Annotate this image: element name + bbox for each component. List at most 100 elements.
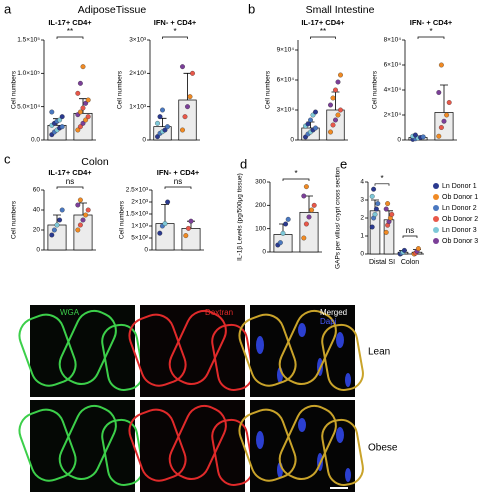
y-tick-label: 300 (255, 179, 266, 186)
data-point (280, 230, 286, 236)
data-point (335, 112, 341, 118)
data-point (301, 193, 307, 199)
significance-label: ns (174, 177, 182, 186)
legend-label: Ln Donor 3 (442, 227, 477, 234)
chart-title: IFN- + CD4+ (154, 18, 197, 27)
data-point (180, 127, 185, 133)
y-axis-label: Cell numbers (119, 200, 126, 239)
y-tick-label: 20 (33, 227, 41, 234)
data-point (77, 109, 83, 115)
data-point (303, 221, 309, 227)
data-point (75, 127, 81, 133)
data-point (277, 240, 283, 246)
panel-title: Colon (81, 156, 109, 168)
y-axis-label: Cell numbers (372, 70, 379, 109)
panel-title: AdiposeTissue (78, 4, 147, 16)
legend-label: Ob Donor 1 (442, 194, 478, 201)
error-bar (161, 204, 169, 224)
data-point (77, 197, 83, 203)
y-axis-label: Cell numbers (11, 200, 18, 239)
data-point (155, 120, 160, 126)
significance-bracket (310, 36, 336, 39)
data-point (75, 227, 81, 233)
y-tick-label: 1.5×10³ (126, 211, 149, 218)
y-tick-label: 1×10³ (129, 103, 147, 110)
data-point (383, 206, 389, 212)
data-point (438, 62, 444, 68)
data-point (436, 133, 442, 139)
data-point (59, 114, 65, 120)
significance-label: * (173, 27, 176, 36)
data-point (338, 107, 343, 113)
data-point (75, 90, 81, 96)
data-point (306, 214, 312, 220)
y-tick-label: 4 (360, 179, 364, 186)
legend-label: Ln Donor 1 (442, 183, 477, 190)
data-point (162, 221, 168, 227)
data-point (372, 211, 378, 217)
panel-letter: d (240, 156, 247, 171)
chart-title: IFN- + CD4+ (157, 168, 200, 177)
significance-label: ** (320, 27, 326, 36)
significance-bracket (282, 178, 310, 181)
y-tick-label: 40 (33, 207, 41, 214)
y-tick-label: 4×10⁴ (384, 87, 402, 94)
significance-bracket (374, 183, 390, 186)
panel-letter: c (4, 151, 11, 166)
data-point (77, 222, 83, 228)
panel-letter: b (248, 1, 255, 16)
data-point (165, 199, 171, 205)
data-point (313, 109, 318, 115)
x-tick-label: Distal SI (369, 259, 395, 266)
y-tick-label: 0 (36, 247, 40, 254)
y-tick-label: 0 (142, 137, 146, 144)
significance-bracket (164, 186, 192, 189)
data-point (77, 124, 83, 130)
y-tick-label: 3 (360, 197, 364, 204)
data-point (420, 134, 426, 140)
y-tick-label: 0 (397, 137, 401, 144)
y-axis-label: Cell numbers (117, 70, 124, 109)
data-point (301, 235, 307, 241)
data-point (328, 102, 333, 108)
data-point (338, 72, 343, 78)
data-point (446, 100, 452, 105)
channel-label: Merged (320, 308, 347, 317)
data-point (77, 80, 83, 86)
panel-letter: e (340, 156, 347, 171)
data-point (369, 193, 375, 199)
y-tick-label: 5×10² (131, 235, 149, 242)
channel-label: WGA (60, 308, 80, 317)
data-point (333, 87, 338, 93)
data-point (333, 117, 338, 123)
data-point (335, 79, 341, 85)
data-point (305, 121, 311, 127)
significance-label: * (294, 169, 297, 178)
data-point (85, 207, 91, 213)
data-point (185, 225, 191, 231)
data-point (157, 114, 163, 120)
data-point (83, 117, 89, 123)
data-point (188, 218, 194, 224)
data-point (85, 97, 91, 103)
data-point (285, 216, 291, 222)
data-point (444, 112, 450, 118)
error-bar (440, 84, 448, 113)
chart-title: IL-17+ CD4+ (48, 18, 92, 27)
legend-marker (433, 183, 439, 189)
data-point (412, 132, 418, 138)
data-point (160, 107, 165, 113)
data-point (155, 134, 160, 140)
data-point (375, 201, 381, 207)
significance-label: ns (66, 177, 74, 186)
y-tick-label: 1.0×10⁵ (17, 70, 40, 77)
y-tick-label: 100 (255, 225, 266, 232)
panel-letter: a (4, 1, 12, 16)
channel-label: Dapi (320, 317, 337, 326)
data-point (83, 212, 89, 218)
micrographs (13, 304, 367, 492)
legend-marker (433, 205, 439, 211)
data-point (51, 227, 57, 233)
bar (326, 109, 345, 141)
